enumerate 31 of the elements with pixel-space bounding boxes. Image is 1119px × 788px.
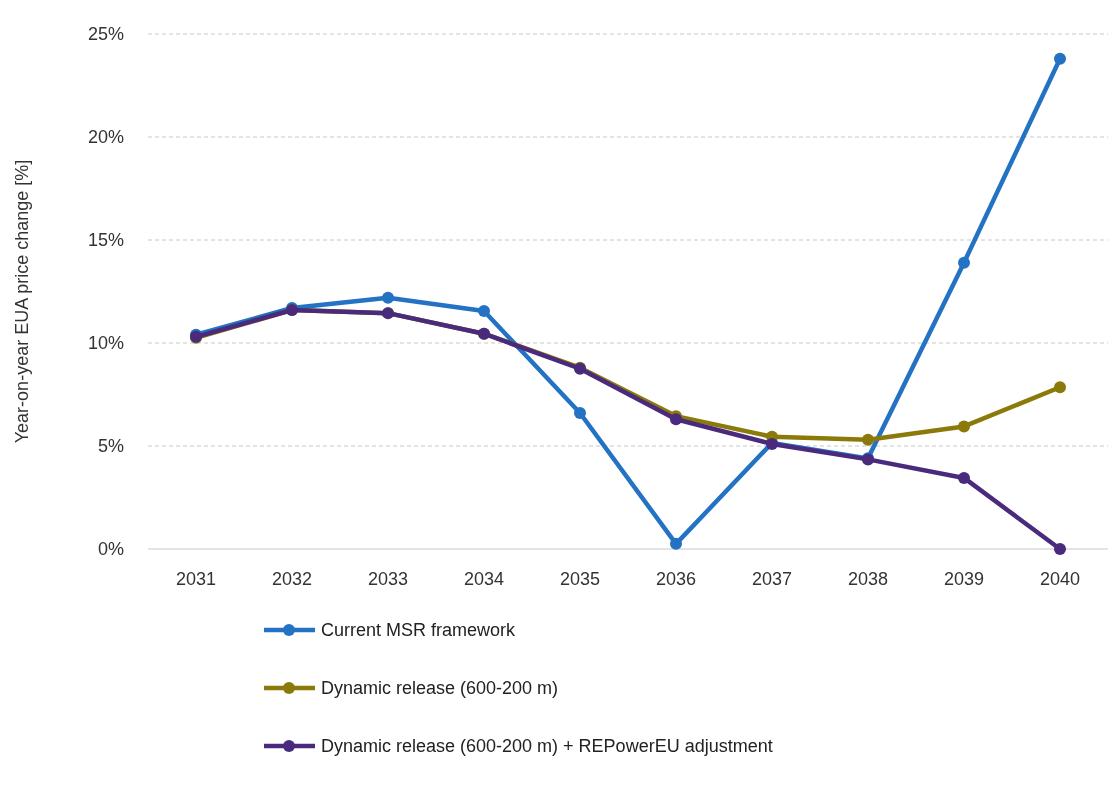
x-tick-label: 2039 [943,569,985,589]
legend-label: Dynamic release (600-200 m) + REPowerEU adjustment [321,736,773,757]
y-tick-label: 25% [87,24,124,45]
point [862,433,874,446]
y-axis-title: Year-on-year EUA price change [%] [12,159,32,444]
y-tick-label: 20% [87,127,124,148]
y-tick-label: 15% [87,230,124,251]
x-tick-label: 2034 [463,569,505,589]
point [1054,381,1066,394]
point [574,407,586,420]
x-tick-label: 2035 [559,569,601,589]
x-tick-label: 2040 [1039,569,1081,589]
y-tick-label: 5% [97,436,124,457]
x-tick-label: 2032 [271,569,313,589]
x-tick-label: 2037 [751,569,793,589]
legend-label: Dynamic release (600-200 m) [321,678,559,699]
point [958,420,970,433]
point [958,471,970,484]
point [1054,52,1066,65]
x-tick-label: 2031 [175,569,217,589]
point [670,537,682,550]
point [382,291,394,304]
legend-label: Current MSR framework [321,620,517,641]
point [478,305,490,318]
y-tick-label: 10% [87,333,124,354]
point [1054,543,1066,555]
x-tick-label: 2038 [847,569,889,589]
x-tick-label: 2033 [367,569,409,589]
point [958,256,970,269]
x-tick-label: 2036 [655,569,697,589]
y-tick-label: 0% [97,539,124,560]
